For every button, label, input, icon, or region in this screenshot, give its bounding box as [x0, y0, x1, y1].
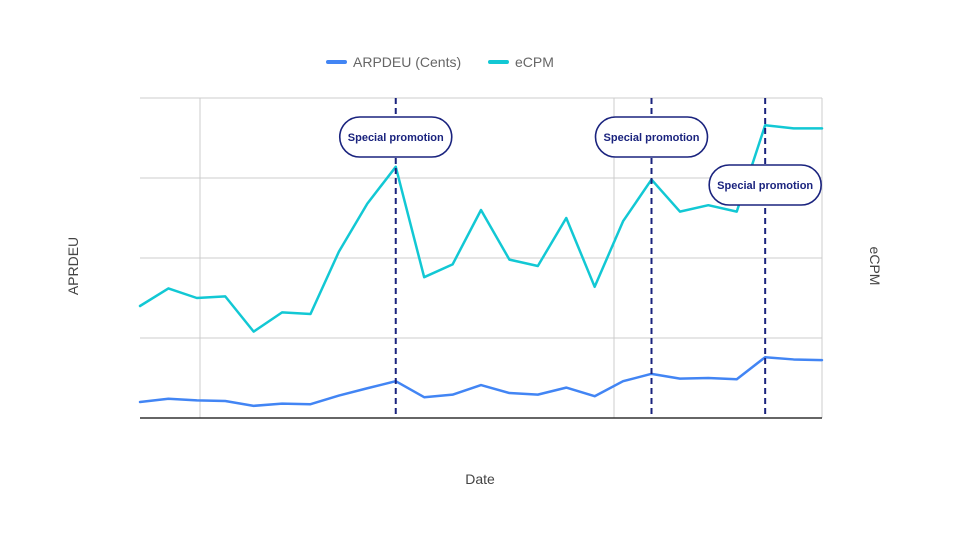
legend: ARPDEU (Cents) eCPM: [326, 54, 554, 70]
y-axis-title-right: eCPM: [867, 247, 883, 286]
annotation-box: [338, 116, 453, 158]
annotation-label: Special promotion: [604, 132, 700, 144]
series-line-arpdeu: [138, 355, 824, 408]
annotation-label: Special promotion: [348, 132, 444, 144]
x-axis-title: Date: [465, 471, 495, 487]
annotation-label: Special promotion: [717, 180, 813, 192]
series-layer: [138, 123, 824, 408]
annotation-box: [594, 116, 709, 158]
legend-label-arpdeu: ARPDEU (Cents): [353, 54, 461, 70]
series-line-ecpm: [138, 123, 824, 333]
y-axis-title-left: APRDEU: [65, 237, 81, 295]
legend-label-ecpm: eCPM: [515, 54, 554, 70]
annotation-layer: Special promotion Special promotion Specia…: [338, 98, 822, 418]
annotation-box: [708, 164, 822, 206]
grid-lines: [140, 97, 823, 419]
